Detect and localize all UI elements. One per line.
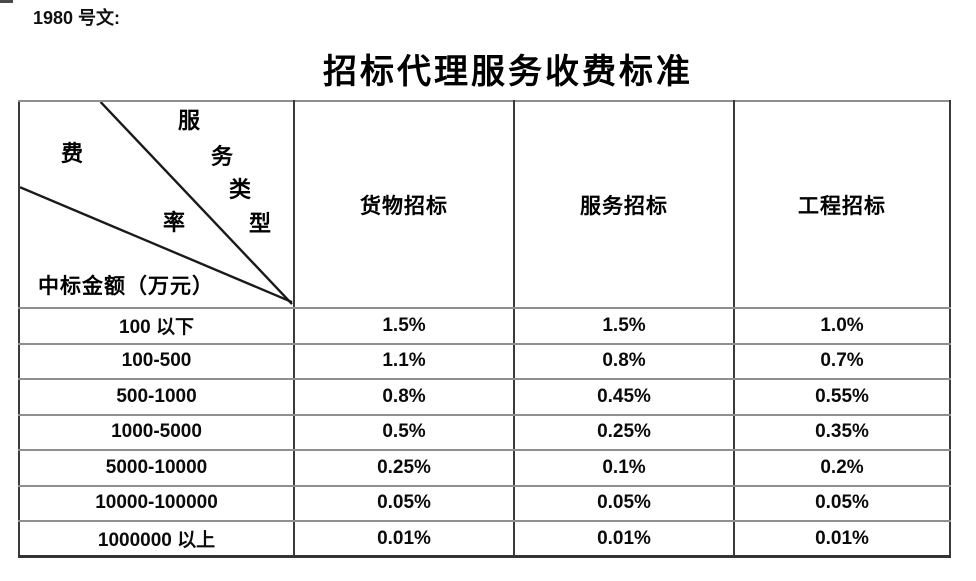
table-row: 100 以下 1.5% 1.5% 1.0% xyxy=(18,307,951,345)
rate-cell-goods: 0.8% xyxy=(293,378,515,416)
amount-range-cell: 500-1000 xyxy=(18,378,295,416)
rate-cell-works: 0.35% xyxy=(733,413,951,451)
service-type-char-4: 型 xyxy=(249,211,272,236)
table-row: 10000-100000 0.05% 0.05% 0.05% xyxy=(18,484,951,522)
amount-range-cell: 5000-10000 xyxy=(18,449,295,487)
amount-range-cell: 100 以下 xyxy=(18,307,295,345)
fee-rate-char-2: 率 xyxy=(163,210,186,235)
amount-axis-label: 中标金额（万元） xyxy=(38,274,214,298)
rate-cell-works: 0.55% xyxy=(733,378,951,416)
amount-range-cell: 1000000 以上 xyxy=(18,520,295,558)
rate-cell-services: 0.8% xyxy=(513,342,735,380)
table-row: 1000-5000 0.5% 0.25% 0.35% xyxy=(18,413,951,451)
rate-cell-goods: 0.5% xyxy=(293,413,515,451)
rate-cell-services: 0.45% xyxy=(513,378,735,416)
rate-cell-works: 1.0% xyxy=(733,307,951,345)
rate-cell-goods: 1.1% xyxy=(293,342,515,380)
column-header-goods: 货物招标 xyxy=(293,100,515,309)
rate-cell-goods: 1.5% xyxy=(293,307,515,345)
rate-cell-services: 0.1% xyxy=(513,449,735,487)
rate-cell-goods: 0.05% xyxy=(293,484,515,522)
table-row: 1000000 以上 0.01% 0.01% 0.01% xyxy=(18,520,951,558)
table-row: 500-1000 0.8% 0.45% 0.55% xyxy=(18,378,951,416)
rate-cell-services: 0.05% xyxy=(513,484,735,522)
service-type-char-2: 务 xyxy=(211,144,234,169)
rate-cell-works: 0.7% xyxy=(733,342,951,380)
rate-cell-services: 0.01% xyxy=(513,520,735,558)
rate-cell-goods: 0.01% xyxy=(293,520,515,558)
amount-range-cell: 10000-100000 xyxy=(18,484,295,522)
rate-cell-works: 0.05% xyxy=(733,484,951,522)
amount-range-cell: 100-500 xyxy=(18,342,295,380)
service-type-char-1: 服 xyxy=(178,108,201,133)
table-row: 100-500 1.1% 0.8% 0.7% xyxy=(18,342,951,380)
service-type-char-3: 类 xyxy=(229,177,252,202)
corner-header-cell: 服 务 类 型 费 率 中标金额（万元） xyxy=(18,100,295,309)
fee-rate-char-1: 费 xyxy=(61,141,84,166)
table-row: 5000-10000 0.25% 0.1% 0.2% xyxy=(18,449,951,487)
rate-cell-works: 0.2% xyxy=(733,449,951,487)
rate-cell-goods: 0.25% xyxy=(293,449,515,487)
page-title: 招标代理服务收费标准 xyxy=(323,54,693,91)
rate-cell-services: 1.5% xyxy=(513,307,735,345)
column-header-services: 服务招标 xyxy=(513,100,735,309)
diagonal-divider-lines xyxy=(21,103,292,305)
doc-ref-label: 1980 号文: xyxy=(33,8,121,28)
column-header-works: 工程招标 xyxy=(733,100,951,309)
amount-range-cell: 1000-5000 xyxy=(18,413,295,451)
rate-cell-services: 0.25% xyxy=(513,413,735,451)
scan-edge-artifact xyxy=(0,0,13,3)
table-header-row: 服 务 类 型 费 率 中标金额（万元） 货物招标 服务招标 工程招标 xyxy=(18,100,951,309)
rate-cell-works: 0.01% xyxy=(733,520,951,558)
fee-table: 服 务 类 型 费 率 中标金额（万元） 货物招标 服务招标 工程招标 100 … xyxy=(18,100,951,558)
